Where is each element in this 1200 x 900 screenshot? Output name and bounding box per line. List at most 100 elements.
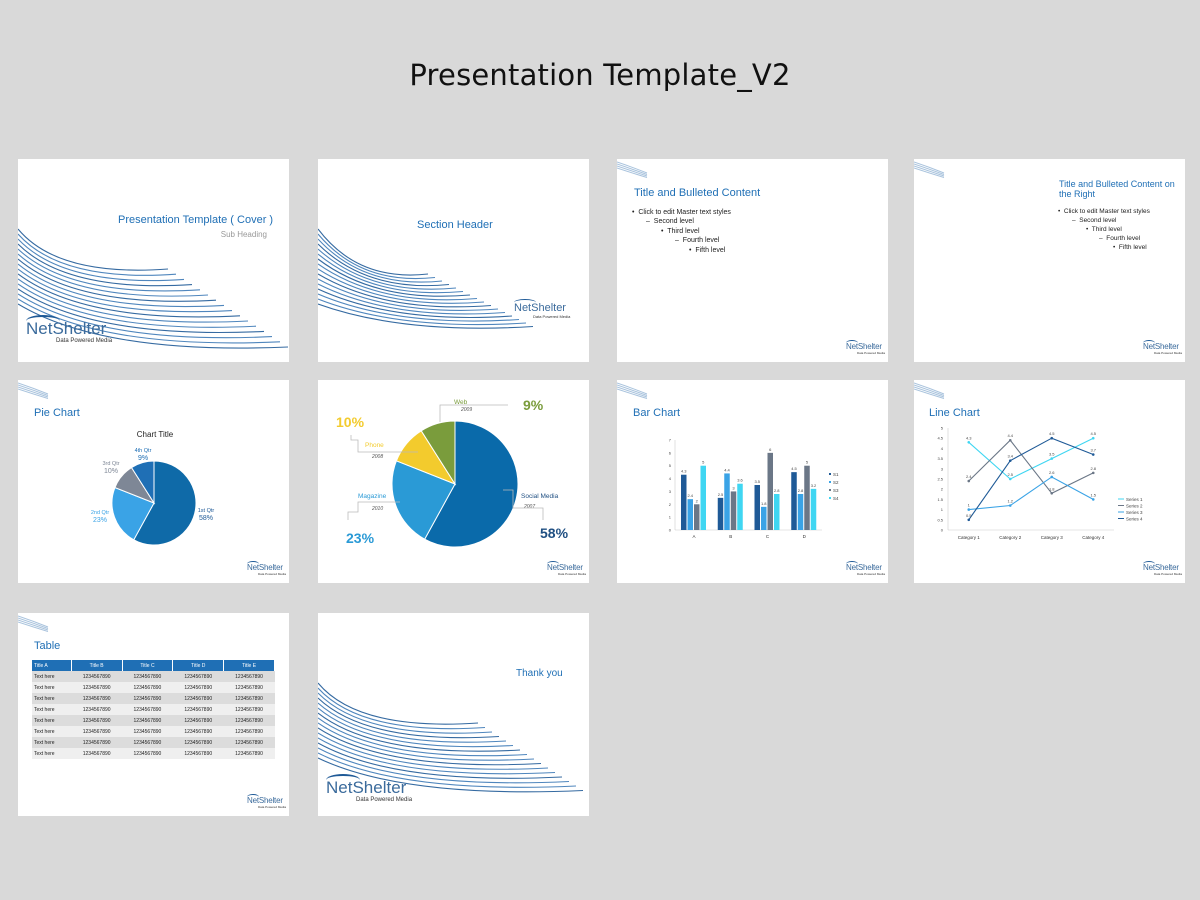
swoosh-line [318,283,506,315]
bar-data-label: 4.5 [791,466,797,471]
bar-data-label: 4.4 [724,467,730,472]
bulleted-right-title: Title and Bulleted Content on the Right [1059,179,1175,199]
swoosh-line [18,298,281,344]
pie-category-label: Social Media [521,493,559,500]
slide-cover[interactable]: Presentation Template ( Cover ) Sub Head… [18,159,289,362]
x-tick-label: A [692,534,695,539]
bar-data-label: 2 [696,498,699,503]
slide-section-header[interactable]: Section Header NetShelter Data Powered M… [318,159,589,362]
swoosh-line [318,682,479,725]
x-tick-label: C [766,534,770,539]
corner-line [18,388,49,399]
table-cell: 1234567890 [71,704,123,715]
bar [767,452,773,530]
swoosh-line [318,687,486,730]
logo-tagline: Data Powered Media [1154,351,1183,355]
y-tick-label: 7 [669,438,672,443]
bullet-level-3: Third level [1091,226,1122,233]
bar-data-label: 5 [806,460,809,465]
line-chart: 0 0.5 1 1.5 2 2.5 3 3.5 4 4.5 5 Category 1 Category … [937,426,1143,541]
swoosh-line [318,258,471,297]
corner-line [18,619,49,631]
data-point [1008,459,1012,462]
swoosh-line [318,702,507,743]
corner-swoosh [18,382,49,399]
corner-line [18,617,49,629]
table-row: Text here 1234567890 1234567890 1234567890 1… [32,671,275,682]
swoosh-line [18,278,249,323]
table-cell: 1234567890 [223,726,275,737]
corner-swoosh [914,382,945,399]
table-row: Text here 1234567890 1234567890 1234567890 1… [32,682,275,693]
bar [717,497,724,530]
slide-thank-you[interactable]: Thank you NetShelter Data Powered Media [318,613,589,816]
slide-table[interactable]: Table Title A Title B Title C Title D Title … [18,613,289,816]
table-cell: 1234567890 [122,715,173,726]
point-data-label: 0.5 [966,513,972,518]
x-tick-label: D [803,534,807,539]
series-line [968,476,1094,511]
pie-value-label: 9% [138,455,148,462]
section-title: Section Header [417,219,493,231]
legend-label: S4 [833,496,839,501]
table-cell: 1234567890 [172,737,224,748]
bar-slide-title: Bar Chart [633,407,681,419]
swoosh-line [318,293,520,322]
bullet-list: • Click to edit Master text styles – Sec… [1058,208,1150,251]
bar-data-label: 2.5 [718,492,724,497]
legend-swatch [829,497,831,499]
swoosh-line [18,273,241,318]
point-data-label: 1.5 [1090,492,1096,497]
swoosh-line [318,717,528,757]
legend-label: Series 3 [1126,510,1143,515]
bar-data-label: 6 [769,447,772,452]
table-cell: Text here [32,726,72,737]
corner-line [914,161,945,174]
y-tick-label: 5 [669,463,672,468]
bar [737,483,743,530]
legend-label: Series 1 [1126,497,1143,502]
logo-text: NetShelter [1143,342,1179,351]
bar-data-label: 1.8 [761,501,767,506]
table-cell: 1234567890 [71,737,123,748]
pie-percent-label: 9% [523,397,544,413]
logo-tagline: Data Powered Media [356,797,413,803]
slide-bulleted-right[interactable]: Title and Bulleted Content on the Right … [914,159,1185,362]
bar-data-label: 4.3 [681,469,687,474]
table-header-row: Title A Title B Title C Title D Title E [32,660,275,671]
table-cell: 1234567890 [122,704,173,715]
slide-pie-chart[interactable]: Pie Chart Chart Title 1st Qtr 58% 2nd Qtr 23… [18,380,289,583]
bar [791,472,797,530]
netshelter-logo-small: NetShelter Data Powered Media [547,561,586,577]
pie-value-label: 58% [199,515,213,522]
table-cell: 1234567890 [172,704,224,715]
title-line-2: the Right [1059,189,1096,199]
slide-bar-chart[interactable]: Bar Chart 0 1 2 3 4 5 6 7 4.3 2.4 2 5 A 2.5 4.4 3 3.6 B 3.… [617,380,888,583]
corner-line [914,382,945,395]
swoosh-line [318,233,436,280]
pie-slice [111,486,155,541]
table-cell: 1234567890 [223,704,275,715]
pie-category-label: Web [454,399,468,406]
bar [804,465,810,530]
swoosh-line [318,288,513,319]
corner-line [617,386,648,398]
pie-slice [130,460,155,505]
slide-pie-chart-2[interactable]: Social Media 2007 58% Magazine 2010 23% Phone 2… [318,380,589,583]
swoosh-line [318,722,535,761]
y-tick-label: 1 [669,515,672,520]
netshelter-logo-small: NetShelter Data Powered Media [1143,340,1183,356]
corner-line [617,384,648,396]
bullet-level-4: Fourth level [1106,235,1141,242]
y-tick-label: 4.5 [937,436,943,441]
x-tick-label: Category 1 [958,535,981,540]
data-point [1008,504,1012,507]
y-tick-label: 3.5 [937,456,943,461]
data-point [1050,436,1054,440]
slide-line-chart[interactable]: Line Chart 0 0.5 1 1.5 2 2.5 3 3.5 4 4.5 5 Category… [914,380,1185,583]
pie-value-label: 23% [93,517,107,524]
swoosh-line [18,263,225,308]
corner-swoosh [914,161,945,178]
table-cell: Text here [32,671,72,682]
slide-bulleted[interactable]: Title and Bulleted Content • Click to ed… [617,159,888,362]
